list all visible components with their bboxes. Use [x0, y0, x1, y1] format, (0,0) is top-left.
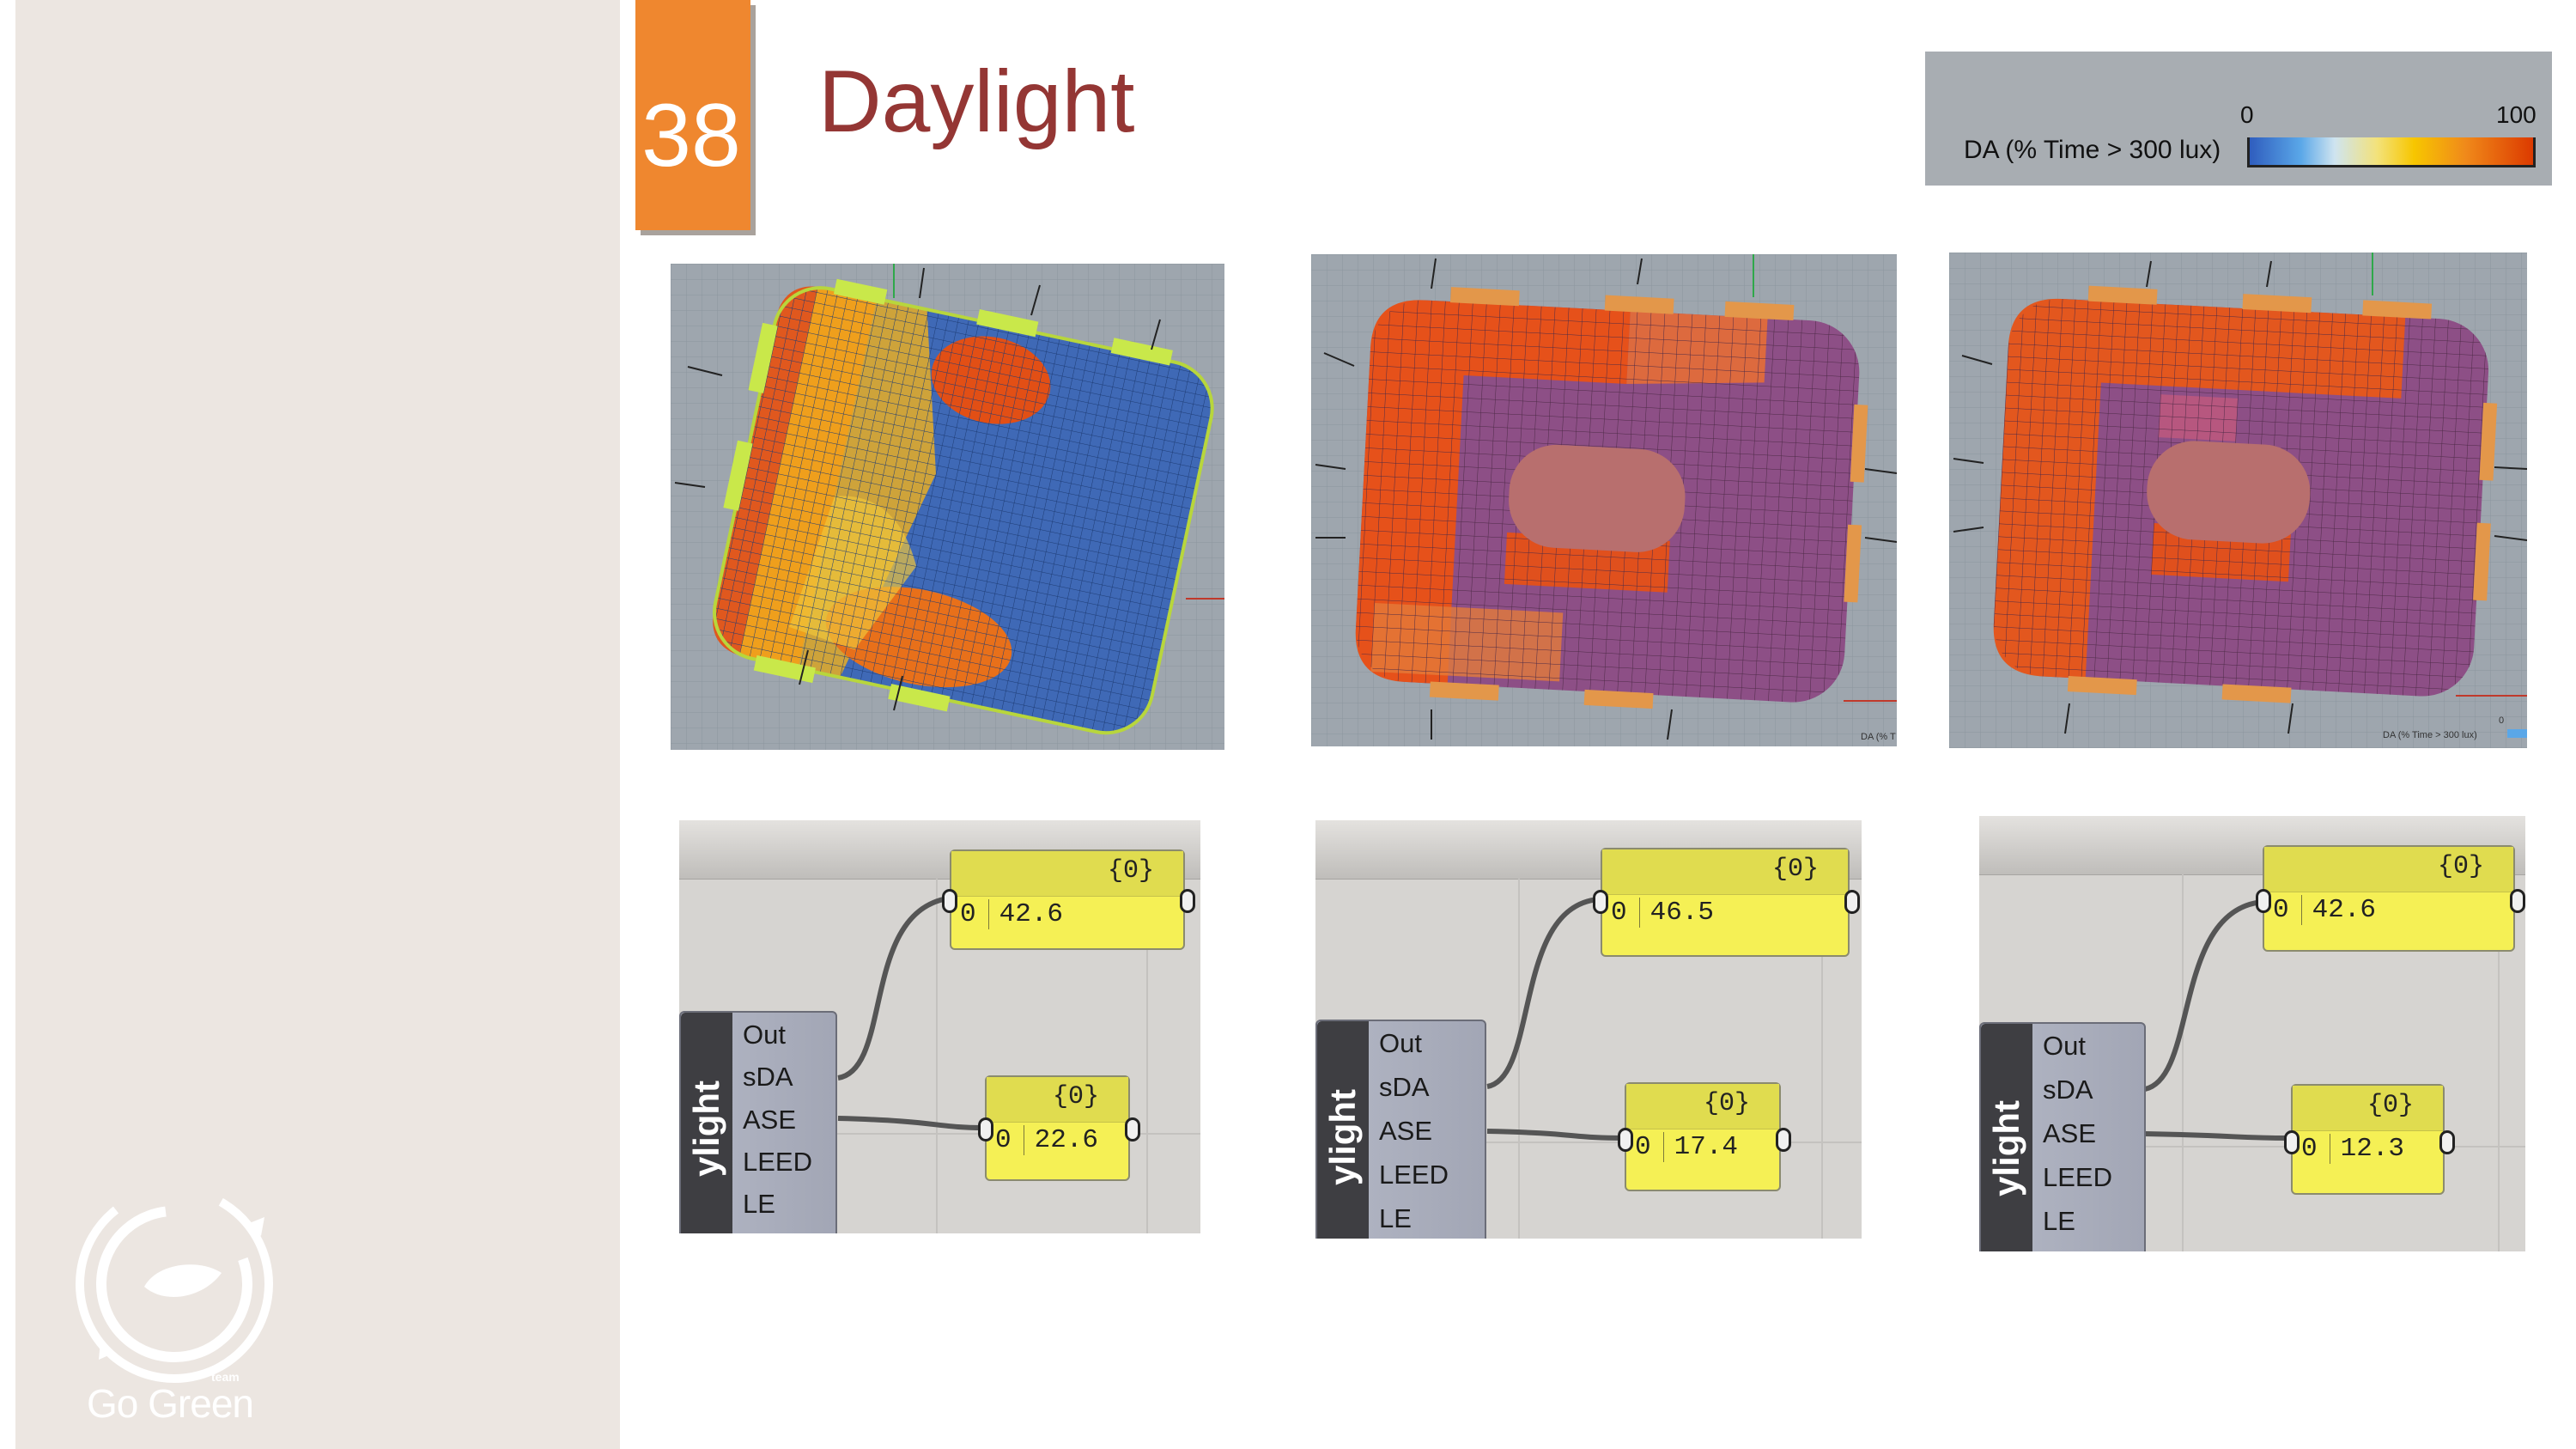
- sda-panel-output-port[interactable]: [1844, 890, 1860, 914]
- da-legend: 0 100 DA (% Time > 300 lux): [1925, 52, 2552, 186]
- component-name: ylight: [686, 1081, 726, 1177]
- sda-panel[interactable]: {0} 0 42.6: [2263, 845, 2515, 952]
- brand-name: Go Green: [87, 1381, 254, 1426]
- output-out[interactable]: Out: [743, 1020, 786, 1050]
- daylight-map-2-graphic: DA (% T: [1311, 254, 1897, 746]
- ase-panel-row: 0: [995, 1125, 1012, 1155]
- output-sda[interactable]: sDA: [1379, 1072, 1430, 1102]
- sda-value: 42.6: [987, 899, 1064, 929]
- sda-panel[interactable]: {0} 0 42.6: [950, 849, 1185, 950]
- grasshopper-capture-3: ylight Out sDA ASE LEED LE {0} 0 42.6 {0}…: [1979, 816, 2525, 1251]
- sda-panel-output-port[interactable]: [2510, 889, 2525, 913]
- daylight-component[interactable]: ylight Out sDA ASE LEED LE: [679, 1011, 837, 1233]
- component-name: ylight: [1322, 1089, 1363, 1185]
- ase-panel[interactable]: {0} 0 22.6: [985, 1075, 1130, 1181]
- output-ase[interactable]: ASE: [743, 1105, 797, 1135]
- output-leed[interactable]: LEED: [2043, 1162, 2112, 1192]
- legend-label: DA (% Time > 300 lux): [1964, 136, 2221, 164]
- map-3-legend-zero: 0: [2499, 715, 2504, 726]
- ase-value: 17.4: [1662, 1132, 1739, 1162]
- sda-panel-row: 0: [2273, 895, 2289, 925]
- slide-number: 38: [641, 86, 741, 186]
- sda-panel-output-port[interactable]: [1180, 889, 1195, 913]
- slide-number-box: 38: [635, 0, 750, 230]
- go-green-logo: team Go Green: [63, 1177, 295, 1434]
- map-2-legend-label: DA (% T: [1861, 732, 1896, 742]
- ase-panel-output-port[interactable]: [1125, 1117, 1140, 1142]
- sda-panel-index: {0}: [1107, 856, 1154, 886]
- ase-panel-input-port[interactable]: [978, 1117, 993, 1142]
- grasshopper-capture-1: ylight Out sDA ASE LEED LE {0} 0 42.6 {0}…: [679, 820, 1200, 1233]
- daylight-map-1: [671, 264, 1224, 750]
- legend-max: 100: [2496, 101, 2537, 128]
- ase-panel-index: {0}: [2366, 1091, 2414, 1120]
- sda-panel-row: 0: [960, 899, 976, 929]
- daylight-component[interactable]: ylight Out sDA ASE LEED LE: [1315, 1020, 1486, 1239]
- ase-panel-row: 0: [1635, 1132, 1651, 1162]
- component-name: ylight: [1986, 1100, 2026, 1196]
- output-ase[interactable]: ASE: [2043, 1118, 2097, 1148]
- sda-panel-input-port[interactable]: [1593, 890, 1608, 914]
- sda-panel-row: 0: [1611, 898, 1627, 928]
- ase-panel[interactable]: {0} 0 17.4: [1625, 1082, 1781, 1191]
- ase-panel-index: {0}: [1703, 1089, 1750, 1118]
- daylight-map-3-graphic: 0 DA (% Time > 300 lux): [1949, 253, 2527, 748]
- output-leed[interactable]: LEED: [1379, 1160, 1449, 1190]
- output-out[interactable]: Out: [2043, 1031, 2086, 1061]
- ase-panel-input-port[interactable]: [2284, 1130, 2300, 1154]
- daylight-map-1-graphic: [671, 264, 1224, 750]
- legend-min: 0: [2240, 101, 2254, 128]
- output-sda[interactable]: sDA: [2043, 1075, 2093, 1105]
- ase-panel-input-port[interactable]: [1618, 1128, 1633, 1152]
- output-le[interactable]: LE: [1379, 1203, 1412, 1233]
- slide-title: Daylight: [818, 52, 1135, 150]
- ase-value: 22.6: [1023, 1125, 1099, 1155]
- output-leed[interactable]: LEED: [743, 1147, 812, 1177]
- ase-value: 12.3: [2329, 1134, 2405, 1164]
- ase-panel[interactable]: {0} 0 12.3: [2291, 1084, 2445, 1195]
- brand-tag: team: [211, 1370, 240, 1384]
- ase-panel-output-port[interactable]: [2439, 1130, 2455, 1154]
- legend-colorbar: [2247, 137, 2536, 167]
- ase-panel-row: 0: [2301, 1134, 2318, 1164]
- sda-value: 46.5: [1638, 898, 1715, 928]
- sda-value: 42.6: [2300, 895, 2377, 925]
- sda-panel[interactable]: {0} 0 46.5: [1601, 848, 1850, 957]
- output-ase[interactable]: ASE: [1379, 1116, 1433, 1146]
- output-le[interactable]: LE: [2043, 1206, 2075, 1236]
- sda-panel-input-port[interactable]: [2256, 889, 2271, 913]
- daylight-component[interactable]: ylight Out sDA ASE LEED LE: [1979, 1022, 2146, 1251]
- sda-panel-input-port[interactable]: [942, 889, 957, 913]
- output-out[interactable]: Out: [1379, 1028, 1422, 1058]
- sda-panel-index: {0}: [2437, 852, 2484, 881]
- leaf-logo-icon: [76, 1185, 273, 1383]
- grasshopper-capture-2: ylight Out sDA ASE LEED LE {0} 0 46.5 {0}…: [1315, 820, 1862, 1239]
- output-le[interactable]: LE: [743, 1189, 775, 1219]
- ase-panel-output-port[interactable]: [1776, 1128, 1791, 1152]
- daylight-map-3: 0 DA (% Time > 300 lux): [1949, 253, 2527, 748]
- output-sda[interactable]: sDA: [743, 1062, 793, 1092]
- map-3-legend-label: DA (% Time > 300 lux): [2383, 730, 2477, 740]
- ase-panel-index: {0}: [1052, 1082, 1099, 1111]
- canvas-grid-and-wires: [679, 879, 1200, 1233]
- sidebar: team Go Green: [15, 0, 620, 1449]
- daylight-map-2: DA (% T: [1311, 254, 1897, 746]
- sda-panel-index: {0}: [1771, 855, 1819, 884]
